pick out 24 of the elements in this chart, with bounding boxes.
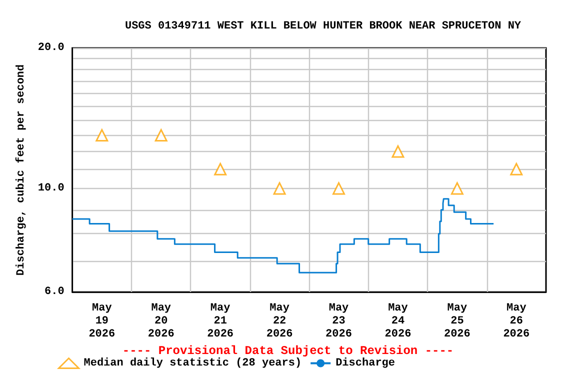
x-tick-label: May 26 2026 [503, 302, 530, 340]
legend-label: Discharge [336, 357, 396, 370]
point [392, 145, 404, 158]
y-tick-label: 20.0 [38, 42, 64, 54]
point [332, 182, 346, 195]
point [214, 162, 227, 176]
point [96, 129, 108, 142]
y-tick-label: 6.0 [44, 286, 64, 298]
x-tick-label: May 24 2026 [384, 302, 412, 340]
point [510, 162, 523, 176]
x-tick-label: May 21 2026 [207, 302, 234, 340]
x-tick-label: May 20 2026 [148, 302, 174, 340]
text: ---- Provisional Data Subject to Revision ---- [122, 344, 454, 358]
point [273, 182, 286, 195]
y-tick-label: 10.0 [38, 182, 64, 194]
x-tick-label: May 23 2026 [326, 302, 352, 340]
legend-label: Median daily statistic (28 years) [84, 357, 302, 370]
point [154, 129, 168, 142]
point [450, 182, 464, 195]
x-tick-label: May 22 2026 [266, 302, 293, 340]
y-axis-title: Discharge, cubic feet per second [14, 64, 28, 276]
x-tick-label: May 25 2026 [444, 302, 470, 340]
chart-title: USGS 01349711 WEST KILL BELOW HUNTER BROOK NEAR SPRUCETON NY [124, 20, 522, 32]
x-tick-label: May 19 2026 [88, 302, 116, 340]
